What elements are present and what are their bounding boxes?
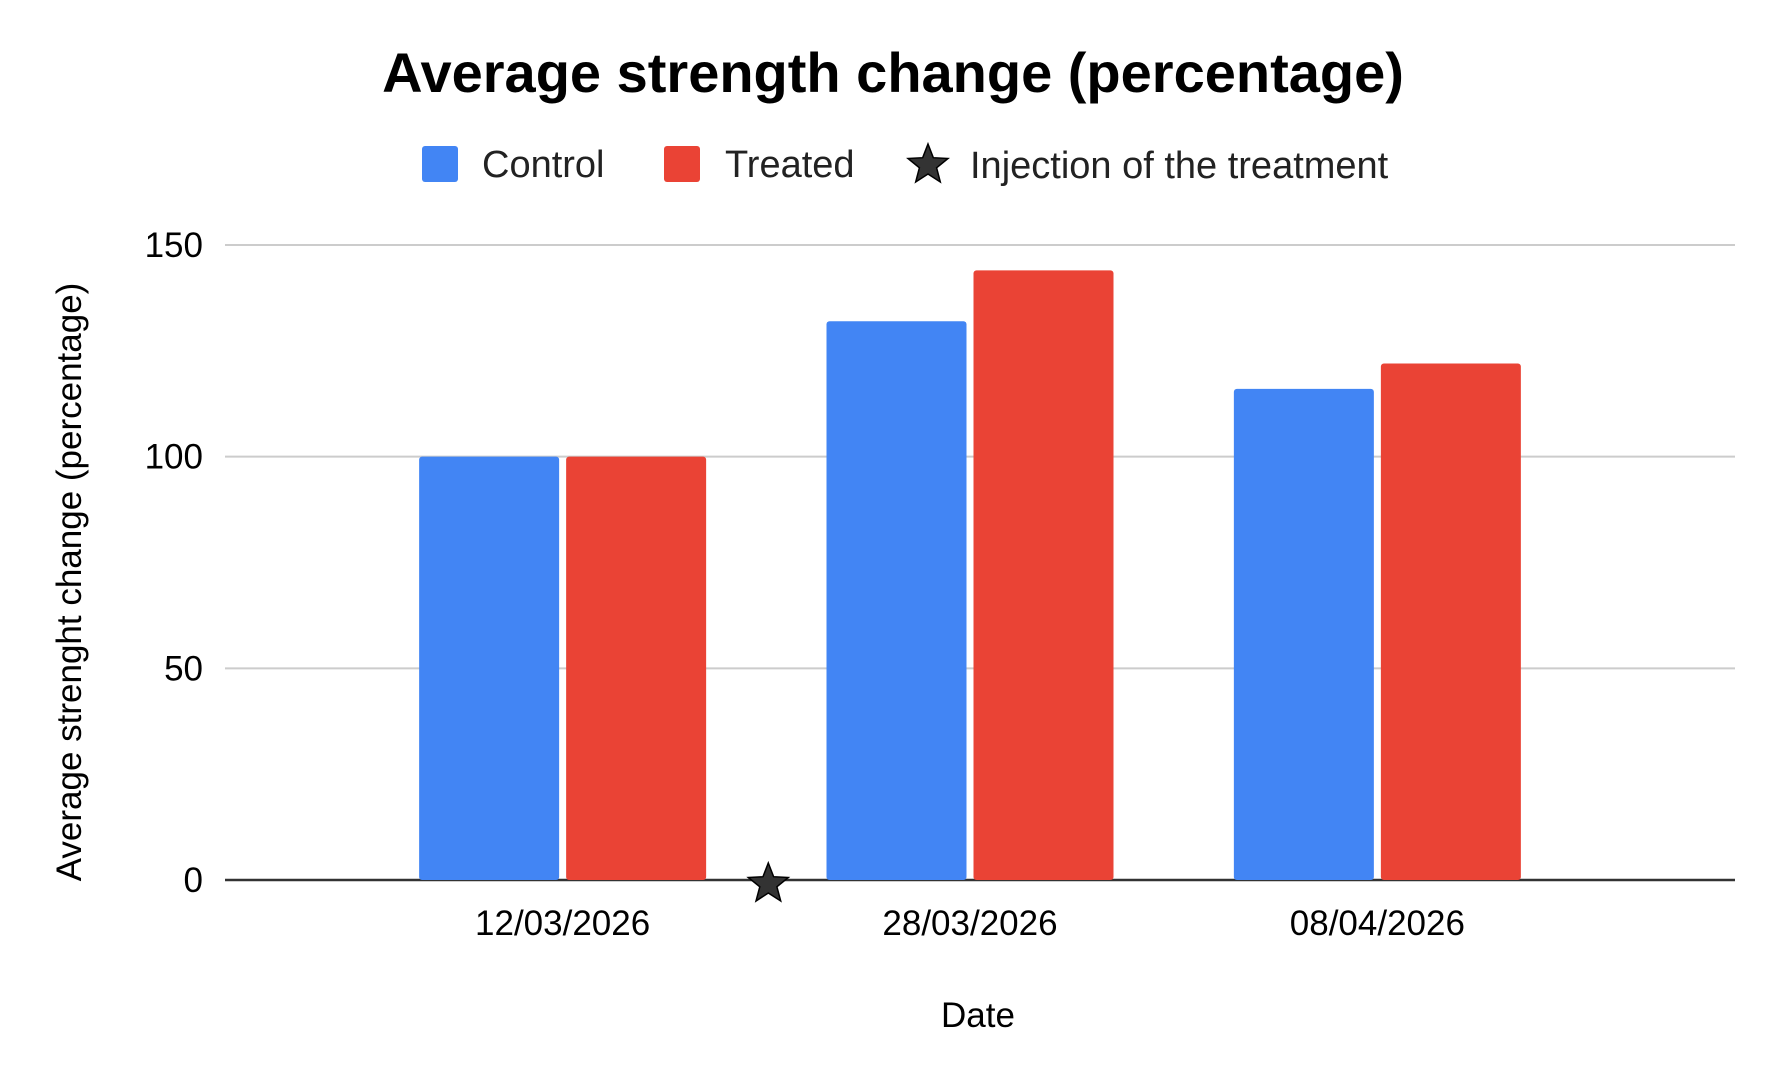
injection-star-marker: [746, 860, 791, 903]
legend-swatch-control: [422, 146, 458, 182]
bar-treated-2: [973, 270, 1114, 880]
bar-treated-1: [566, 456, 707, 880]
bar-control-3: [1233, 388, 1374, 880]
legend-label-control: Control: [482, 144, 605, 186]
legend: Control Treated Injection of the treatme…: [422, 141, 1389, 187]
y-tick-label: 100: [145, 438, 203, 477]
markers: [746, 860, 791, 903]
x-tick-label: 12/03/2026: [475, 904, 650, 943]
legend-star-icon: [906, 141, 950, 184]
bar-treated-3: [1380, 363, 1521, 880]
y-tick-label: 150: [145, 226, 203, 265]
bars: [419, 270, 1521, 880]
y-tick-label: 50: [164, 649, 203, 688]
bar-control-2: [826, 321, 967, 880]
chart-title: Average strength change (percentage): [382, 41, 1404, 104]
y-axis-ticks: 0 50 100 150: [145, 226, 203, 900]
y-axis-label: Average strenght change (percentage): [50, 283, 89, 882]
x-axis-label: Date: [941, 996, 1015, 1035]
legend-label-treated: Treated: [725, 144, 855, 186]
x-tick-label: 28/03/2026: [882, 904, 1057, 943]
legend-label-injection: Injection of the treatment: [970, 145, 1389, 187]
x-axis-ticks: 12/03/2026 28/03/2026 08/04/2026: [475, 904, 1465, 943]
y-tick-label: 0: [184, 861, 203, 900]
x-tick-label: 08/04/2026: [1290, 904, 1465, 943]
bar-control-1: [419, 456, 560, 880]
legend-swatch-treated: [664, 146, 700, 182]
